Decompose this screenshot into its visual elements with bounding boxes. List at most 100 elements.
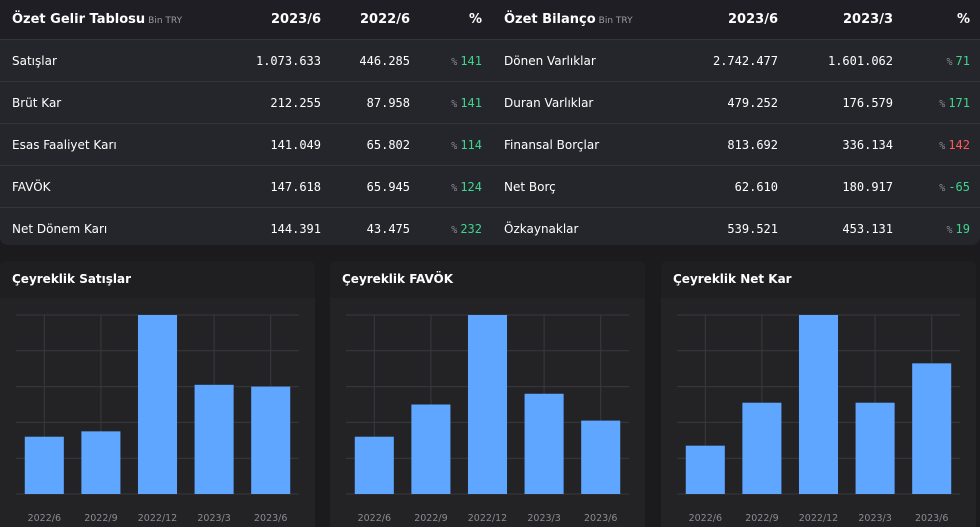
income-col-2022-6[interactable]: 2022/6 — [331, 0, 420, 40]
bar[interactable] — [855, 402, 895, 494]
bar[interactable] — [524, 393, 564, 494]
row-value-previous: 453.131 — [788, 207, 903, 249]
balance-unit: Bin TRY — [598, 16, 633, 26]
row-value-current: 1.073.633 — [226, 39, 331, 82]
change-value: 71 — [955, 53, 970, 68]
x-tick-label: 2023/3 — [527, 513, 560, 524]
row-value-current: 62.610 — [677, 165, 788, 208]
row-label: Duran Varlıklar — [492, 81, 677, 124]
bar[interactable] — [411, 404, 451, 495]
row-label: Net Dönem Karı — [0, 207, 226, 249]
row-label: Özkaynaklar — [492, 207, 677, 249]
row-change: % 142 — [903, 123, 980, 166]
bar[interactable] — [467, 315, 508, 494]
row-change: % 124 — [420, 165, 492, 208]
income-col-2023-6[interactable]: 2023/6 — [226, 0, 331, 40]
quarterly-ebitda-chart: Çeyreklik FAVÖK 2022/6 2022/9 2022/12 2023/… — [330, 261, 645, 527]
row-change: % 19 — [903, 207, 980, 249]
change-value: 141 — [460, 53, 482, 68]
change-value: 232 — [460, 221, 482, 236]
balance-col-2023-6[interactable]: 2023/6 — [677, 0, 788, 40]
balance-row[interactable]: Özkaynaklar 539.521 453.131% 19 — [492, 207, 980, 249]
percent-sign: % — [946, 56, 953, 68]
balance-row[interactable]: Net Borç 62.610 180.917% -65 — [492, 165, 980, 208]
change-value: 124 — [460, 179, 482, 194]
income-col-pct[interactable]: % — [420, 0, 492, 40]
change-value: -65 — [948, 179, 970, 194]
balance-col-2023-3[interactable]: 2023/3 — [788, 0, 903, 40]
change-value: 19 — [955, 221, 970, 236]
row-label: Dönen Varlıklar — [492, 39, 677, 82]
row-change: % 71 — [903, 39, 980, 82]
change-value: 114 — [460, 137, 482, 152]
percent-sign: % — [451, 56, 458, 68]
bar[interactable] — [24, 436, 64, 494]
bar[interactable] — [194, 384, 234, 494]
x-tick-label: 2023/3 — [197, 513, 230, 524]
x-tick-label: 2023/6 — [254, 513, 287, 524]
bar[interactable] — [581, 420, 621, 494]
x-tick-label: 2022/6 — [358, 513, 391, 524]
balance-row[interactable]: Dönen Varlıklar 2.742.477 1.601.062% 71 — [492, 39, 980, 82]
row-change: % 141 — [420, 81, 492, 124]
x-tick-label: 2023/6 — [915, 513, 948, 524]
balance-col-pct[interactable]: % — [903, 0, 980, 40]
income-statement-table: Özet Gelir Tablosu Bin TRY 2023/6 2022/6 … — [0, 0, 492, 249]
row-change: % -65 — [903, 165, 980, 208]
row-value-current: 2.742.477 — [677, 39, 788, 82]
bar[interactable] — [81, 431, 121, 494]
income-title-text: Özet Gelir Tablosu — [12, 12, 146, 27]
bar[interactable] — [798, 315, 839, 494]
bar[interactable] — [912, 363, 952, 494]
row-value-current: 539.521 — [677, 207, 788, 249]
x-tick-label: 2022/9 — [414, 513, 447, 524]
row-label: Brüt Kar — [0, 81, 226, 124]
row-change: % 114 — [420, 123, 492, 166]
balance-header-row: Özet Bilanço Bin TRY 2023/6 2023/3 % — [492, 0, 980, 40]
percent-sign: % — [946, 224, 953, 236]
bar[interactable] — [742, 402, 782, 494]
row-value-current: 813.692 — [677, 123, 788, 166]
row-value-current: 147.618 — [226, 165, 331, 208]
row-value-previous: 87.958 — [331, 81, 420, 124]
quarterly-net-profit-chart: Çeyreklik Net Kar 2022/6 2022/9 2022/12 202… — [661, 261, 976, 527]
chart-title: Çeyreklik Satışlar — [0, 261, 315, 298]
bar[interactable] — [354, 436, 394, 494]
x-tick-label: 2022/12 — [799, 513, 838, 524]
income-row[interactable]: Net Dönem Karı 144.391 43.475% 232 — [0, 207, 492, 249]
bar[interactable] — [685, 445, 725, 494]
row-value-previous: 1.601.062 — [788, 39, 903, 82]
percent-sign: % — [451, 140, 458, 152]
x-tick-label: 2022/9 — [745, 513, 778, 524]
percent-sign: % — [451, 224, 458, 236]
row-value-previous: 446.285 — [331, 39, 420, 82]
change-value: 142 — [948, 137, 970, 152]
bar[interactable] — [251, 386, 291, 494]
x-tick-label: 2023/3 — [858, 513, 891, 524]
income-row[interactable]: Satışlar 1.073.633 446.285% 141 — [0, 39, 492, 82]
row-change: % 171 — [903, 81, 980, 124]
quarterly-sales-chart: Çeyreklik Satışlar 2022/6 2022/9 2022/12 20… — [0, 261, 315, 527]
x-tick-label: 2022/6 — [28, 513, 61, 524]
balance-row[interactable]: Finansal Borçlar 813.692 336.134% 142 — [492, 123, 980, 166]
row-value-previous: 65.945 — [331, 165, 420, 208]
row-value-previous: 65.802 — [331, 123, 420, 166]
row-change: % 141 — [420, 39, 492, 82]
income-title: Özet Gelir Tablosu Bin TRY — [0, 0, 226, 40]
income-row[interactable]: FAVÖK 147.618 65.945% 124 — [0, 165, 492, 208]
row-label: FAVÖK — [0, 165, 226, 208]
income-row[interactable]: Esas Faaliyet Karı 141.049 65.802% 114 — [0, 123, 492, 166]
x-tick-label: 2022/6 — [689, 513, 722, 524]
percent-sign: % — [451, 98, 458, 110]
row-label: Satışlar — [0, 39, 226, 82]
x-tick-label: 2022/9 — [84, 513, 117, 524]
percent-sign: % — [451, 182, 458, 194]
balance-title: Özet Bilanço Bin TRY — [492, 0, 677, 40]
summary-panel: Özet Gelir Tablosu Bin TRY 2023/6 2022/6 … — [0, 0, 980, 249]
income-row[interactable]: Brüt Kar 212.255 87.958% 141 — [0, 81, 492, 124]
chart-title: Çeyreklik FAVÖK — [330, 261, 645, 298]
quarterly-ebitda-plot: 2022/6 2022/9 2022/12 2023/3 2023/6 — [346, 314, 629, 524]
bar[interactable] — [137, 315, 178, 494]
balance-row[interactable]: Duran Varlıklar 479.252 176.579% 171 — [492, 81, 980, 124]
row-value-current: 479.252 — [677, 81, 788, 124]
